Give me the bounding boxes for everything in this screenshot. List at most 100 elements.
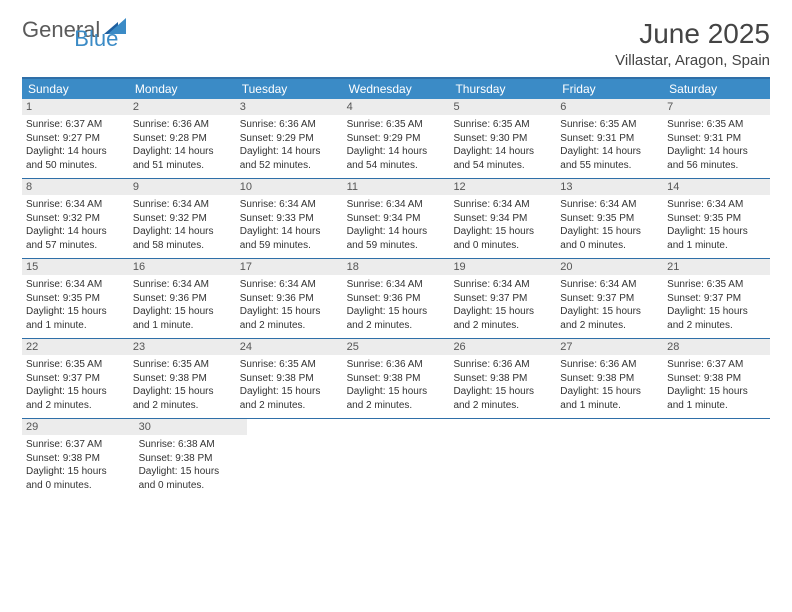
- day-cell: 25Sunrise: 6:36 AMSunset: 9:38 PMDayligh…: [343, 339, 450, 418]
- day-number: 6: [556, 99, 663, 115]
- sunrise-line: Sunrise: 6:36 AM: [240, 118, 339, 132]
- day-cell: 10Sunrise: 6:34 AMSunset: 9:33 PMDayligh…: [236, 179, 343, 258]
- daylight-line: and 59 minutes.: [347, 239, 446, 253]
- day-cell: 26Sunrise: 6:36 AMSunset: 9:38 PMDayligh…: [449, 339, 556, 418]
- day-number: 4: [343, 99, 450, 115]
- week-row: 1Sunrise: 6:37 AMSunset: 9:27 PMDaylight…: [22, 99, 770, 179]
- day-cell: 29Sunrise: 6:37 AMSunset: 9:38 PMDayligh…: [22, 419, 135, 498]
- daylight-line: Daylight: 14 hours: [560, 145, 659, 159]
- day-cell: 2Sunrise: 6:36 AMSunset: 9:28 PMDaylight…: [129, 99, 236, 178]
- day-cell: 21Sunrise: 6:35 AMSunset: 9:37 PMDayligh…: [663, 259, 770, 338]
- daylight-line: and 2 minutes.: [347, 319, 446, 333]
- daylight-line: and 0 minutes.: [139, 479, 244, 493]
- day-number: 11: [343, 179, 450, 195]
- sunrise-line: Sunrise: 6:34 AM: [667, 198, 766, 212]
- location: Villastar, Aragon, Spain: [615, 52, 770, 69]
- sunset-line: Sunset: 9:31 PM: [667, 132, 766, 146]
- sunrise-line: Sunrise: 6:35 AM: [453, 118, 552, 132]
- daylight-line: and 52 minutes.: [240, 159, 339, 173]
- sunrise-line: Sunrise: 6:34 AM: [133, 198, 232, 212]
- daylight-line: and 1 minute.: [667, 399, 766, 413]
- day-cell: 28Sunrise: 6:37 AMSunset: 9:38 PMDayligh…: [663, 339, 770, 418]
- sunrise-line: Sunrise: 6:35 AM: [560, 118, 659, 132]
- dow-row: Sunday Monday Tuesday Wednesday Thursday…: [22, 79, 770, 99]
- daylight-line: and 59 minutes.: [240, 239, 339, 253]
- sunset-line: Sunset: 9:29 PM: [240, 132, 339, 146]
- sunset-line: Sunset: 9:38 PM: [240, 372, 339, 386]
- day-number: 14: [663, 179, 770, 195]
- sunset-line: Sunset: 9:38 PM: [453, 372, 552, 386]
- month-title: June 2025: [615, 18, 770, 50]
- daylight-line: and 1 minute.: [560, 399, 659, 413]
- day-number: 12: [449, 179, 556, 195]
- day-number: 3: [236, 99, 343, 115]
- day-number: 5: [449, 99, 556, 115]
- sunrise-line: Sunrise: 6:37 AM: [667, 358, 766, 372]
- sunset-line: Sunset: 9:38 PM: [139, 452, 244, 466]
- day-cell: 11Sunrise: 6:34 AMSunset: 9:34 PMDayligh…: [343, 179, 450, 258]
- daylight-line: Daylight: 14 hours: [347, 225, 446, 239]
- day-cell: 18Sunrise: 6:34 AMSunset: 9:36 PMDayligh…: [343, 259, 450, 338]
- sunset-line: Sunset: 9:38 PM: [26, 452, 131, 466]
- dow-friday: Friday: [556, 79, 663, 99]
- daylight-line: Daylight: 14 hours: [453, 145, 552, 159]
- daylight-line: Daylight: 15 hours: [453, 225, 552, 239]
- daylight-line: Daylight: 15 hours: [133, 305, 232, 319]
- daylight-line: and 0 minutes.: [560, 239, 659, 253]
- daylight-line: Daylight: 15 hours: [139, 465, 244, 479]
- day-cell: 7Sunrise: 6:35 AMSunset: 9:31 PMDaylight…: [663, 99, 770, 178]
- week-row: 22Sunrise: 6:35 AMSunset: 9:37 PMDayligh…: [22, 339, 770, 419]
- dow-wednesday: Wednesday: [343, 79, 450, 99]
- daylight-line: and 58 minutes.: [133, 239, 232, 253]
- daylight-line: Daylight: 15 hours: [560, 305, 659, 319]
- sunrise-line: Sunrise: 6:34 AM: [560, 198, 659, 212]
- sunset-line: Sunset: 9:33 PM: [240, 212, 339, 226]
- day-cell: 6Sunrise: 6:35 AMSunset: 9:31 PMDaylight…: [556, 99, 663, 178]
- sunrise-line: Sunrise: 6:34 AM: [560, 278, 659, 292]
- logo: General Blue: [22, 18, 174, 41]
- sunset-line: Sunset: 9:37 PM: [667, 292, 766, 306]
- sunrise-line: Sunrise: 6:35 AM: [667, 118, 766, 132]
- day-cell: 9Sunrise: 6:34 AMSunset: 9:32 PMDaylight…: [129, 179, 236, 258]
- sunrise-line: Sunrise: 6:35 AM: [133, 358, 232, 372]
- sunrise-line: Sunrise: 6:35 AM: [347, 118, 446, 132]
- day-cell: 5Sunrise: 6:35 AMSunset: 9:30 PMDaylight…: [449, 99, 556, 178]
- daylight-line: Daylight: 14 hours: [347, 145, 446, 159]
- daylight-line: Daylight: 15 hours: [240, 385, 339, 399]
- sunrise-line: Sunrise: 6:36 AM: [133, 118, 232, 132]
- day-number: 28: [663, 339, 770, 355]
- day-number: 10: [236, 179, 343, 195]
- day-cell: 17Sunrise: 6:34 AMSunset: 9:36 PMDayligh…: [236, 259, 343, 338]
- day-number: 18: [343, 259, 450, 275]
- day-cell: 8Sunrise: 6:34 AMSunset: 9:32 PMDaylight…: [22, 179, 129, 258]
- daylight-line: Daylight: 15 hours: [347, 305, 446, 319]
- day-cell: 14Sunrise: 6:34 AMSunset: 9:35 PMDayligh…: [663, 179, 770, 258]
- header: General Blue June 2025 Villastar, Aragon…: [22, 18, 770, 69]
- daylight-line: Daylight: 14 hours: [240, 225, 339, 239]
- day-cell: 12Sunrise: 6:34 AMSunset: 9:34 PMDayligh…: [449, 179, 556, 258]
- daylight-line: Daylight: 15 hours: [667, 305, 766, 319]
- day-number: 30: [135, 419, 248, 435]
- daylight-line: and 2 minutes.: [560, 319, 659, 333]
- sunset-line: Sunset: 9:32 PM: [26, 212, 125, 226]
- dow-thursday: Thursday: [449, 79, 556, 99]
- daylight-line: Daylight: 14 hours: [26, 225, 125, 239]
- empty-cell: [352, 419, 457, 498]
- sunset-line: Sunset: 9:38 PM: [347, 372, 446, 386]
- day-number: 16: [129, 259, 236, 275]
- daylight-line: and 51 minutes.: [133, 159, 232, 173]
- day-number: 17: [236, 259, 343, 275]
- day-number: 13: [556, 179, 663, 195]
- daylight-line: and 0 minutes.: [26, 479, 131, 493]
- daylight-line: Daylight: 15 hours: [667, 225, 766, 239]
- dow-saturday: Saturday: [663, 79, 770, 99]
- day-number: 27: [556, 339, 663, 355]
- daylight-line: and 2 minutes.: [347, 399, 446, 413]
- day-number: 2: [129, 99, 236, 115]
- sunset-line: Sunset: 9:34 PM: [453, 212, 552, 226]
- sunrise-line: Sunrise: 6:34 AM: [240, 278, 339, 292]
- day-cell: 4Sunrise: 6:35 AMSunset: 9:29 PMDaylight…: [343, 99, 450, 178]
- sunset-line: Sunset: 9:36 PM: [133, 292, 232, 306]
- daylight-line: Daylight: 14 hours: [26, 145, 125, 159]
- daylight-line: Daylight: 15 hours: [453, 305, 552, 319]
